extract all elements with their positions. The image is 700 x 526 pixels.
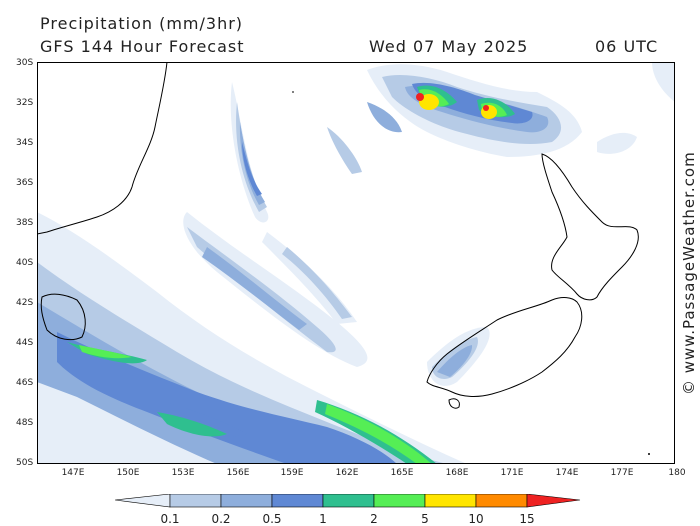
lat-label: 38S bbox=[16, 218, 34, 228]
lon-label: 177E bbox=[610, 468, 634, 478]
map-frame bbox=[37, 62, 675, 464]
legend-swatch bbox=[424, 494, 477, 508]
lon-label: 180 bbox=[668, 468, 686, 478]
legend-swatch bbox=[373, 494, 426, 508]
lon-label: 171E bbox=[500, 468, 524, 478]
lat-label: 32S bbox=[16, 98, 34, 108]
forecast-time: 06 UTC bbox=[595, 37, 659, 56]
tasmania-coast bbox=[40, 293, 86, 341]
legend-label: 2 bbox=[370, 512, 378, 526]
watermark: © www.PassageWeather.com bbox=[680, 151, 698, 395]
forecast-subtitle: GFS 144 Hour Forecast bbox=[40, 37, 245, 56]
legend-swatch bbox=[322, 494, 375, 508]
australia-coast bbox=[37, 62, 168, 235]
precip-legend-bar bbox=[115, 494, 581, 508]
nz-north-island-coast bbox=[541, 153, 639, 301]
legend-swatch bbox=[271, 494, 324, 508]
nz-south-island-coast bbox=[426, 297, 583, 397]
lon-label: 168E bbox=[445, 468, 469, 478]
precip-15-areas bbox=[416, 93, 489, 111]
island-marker bbox=[648, 453, 650, 455]
coastlines bbox=[37, 62, 639, 409]
legend-label: 15 bbox=[519, 512, 535, 526]
legend-label: 1 bbox=[319, 512, 327, 526]
lat-label: 36S bbox=[16, 178, 34, 188]
legend-label: 0.5 bbox=[262, 512, 282, 526]
map-title: Precipitation (mm/3hr) bbox=[40, 14, 244, 33]
lon-label: 150E bbox=[116, 468, 140, 478]
lon-label: 156E bbox=[226, 468, 250, 478]
lat-label: 30S bbox=[16, 58, 34, 68]
lat-label: 48S bbox=[16, 418, 34, 428]
lat-label: 34S bbox=[16, 138, 34, 148]
lon-label: 153E bbox=[171, 468, 195, 478]
lon-label: 165E bbox=[390, 468, 414, 478]
forecast-date: Wed 07 May 2025 bbox=[369, 37, 529, 56]
lat-label: 42S bbox=[16, 298, 34, 308]
lat-label: 50S bbox=[16, 458, 34, 468]
legend-label: 0.2 bbox=[211, 512, 231, 526]
legend-label: 5 bbox=[421, 512, 429, 526]
legend-swatch-below bbox=[115, 494, 171, 508]
legend-swatch bbox=[169, 494, 222, 508]
legend-swatch bbox=[475, 494, 528, 508]
lon-label: 159E bbox=[280, 468, 304, 478]
legend-label: 0.1 bbox=[160, 512, 180, 526]
precipitation-map bbox=[37, 62, 675, 464]
lon-label: 147E bbox=[61, 468, 85, 478]
stewart-island-coast bbox=[448, 398, 460, 409]
lat-label: 44S bbox=[16, 338, 34, 348]
legend-swatch bbox=[220, 494, 273, 508]
lat-label: 46S bbox=[16, 378, 34, 388]
lon-label: 162E bbox=[335, 468, 359, 478]
lon-label: 174E bbox=[555, 468, 579, 478]
legend-label: 10 bbox=[468, 512, 484, 526]
lat-label: 40S bbox=[16, 258, 34, 268]
legend-swatch-above bbox=[526, 494, 581, 508]
